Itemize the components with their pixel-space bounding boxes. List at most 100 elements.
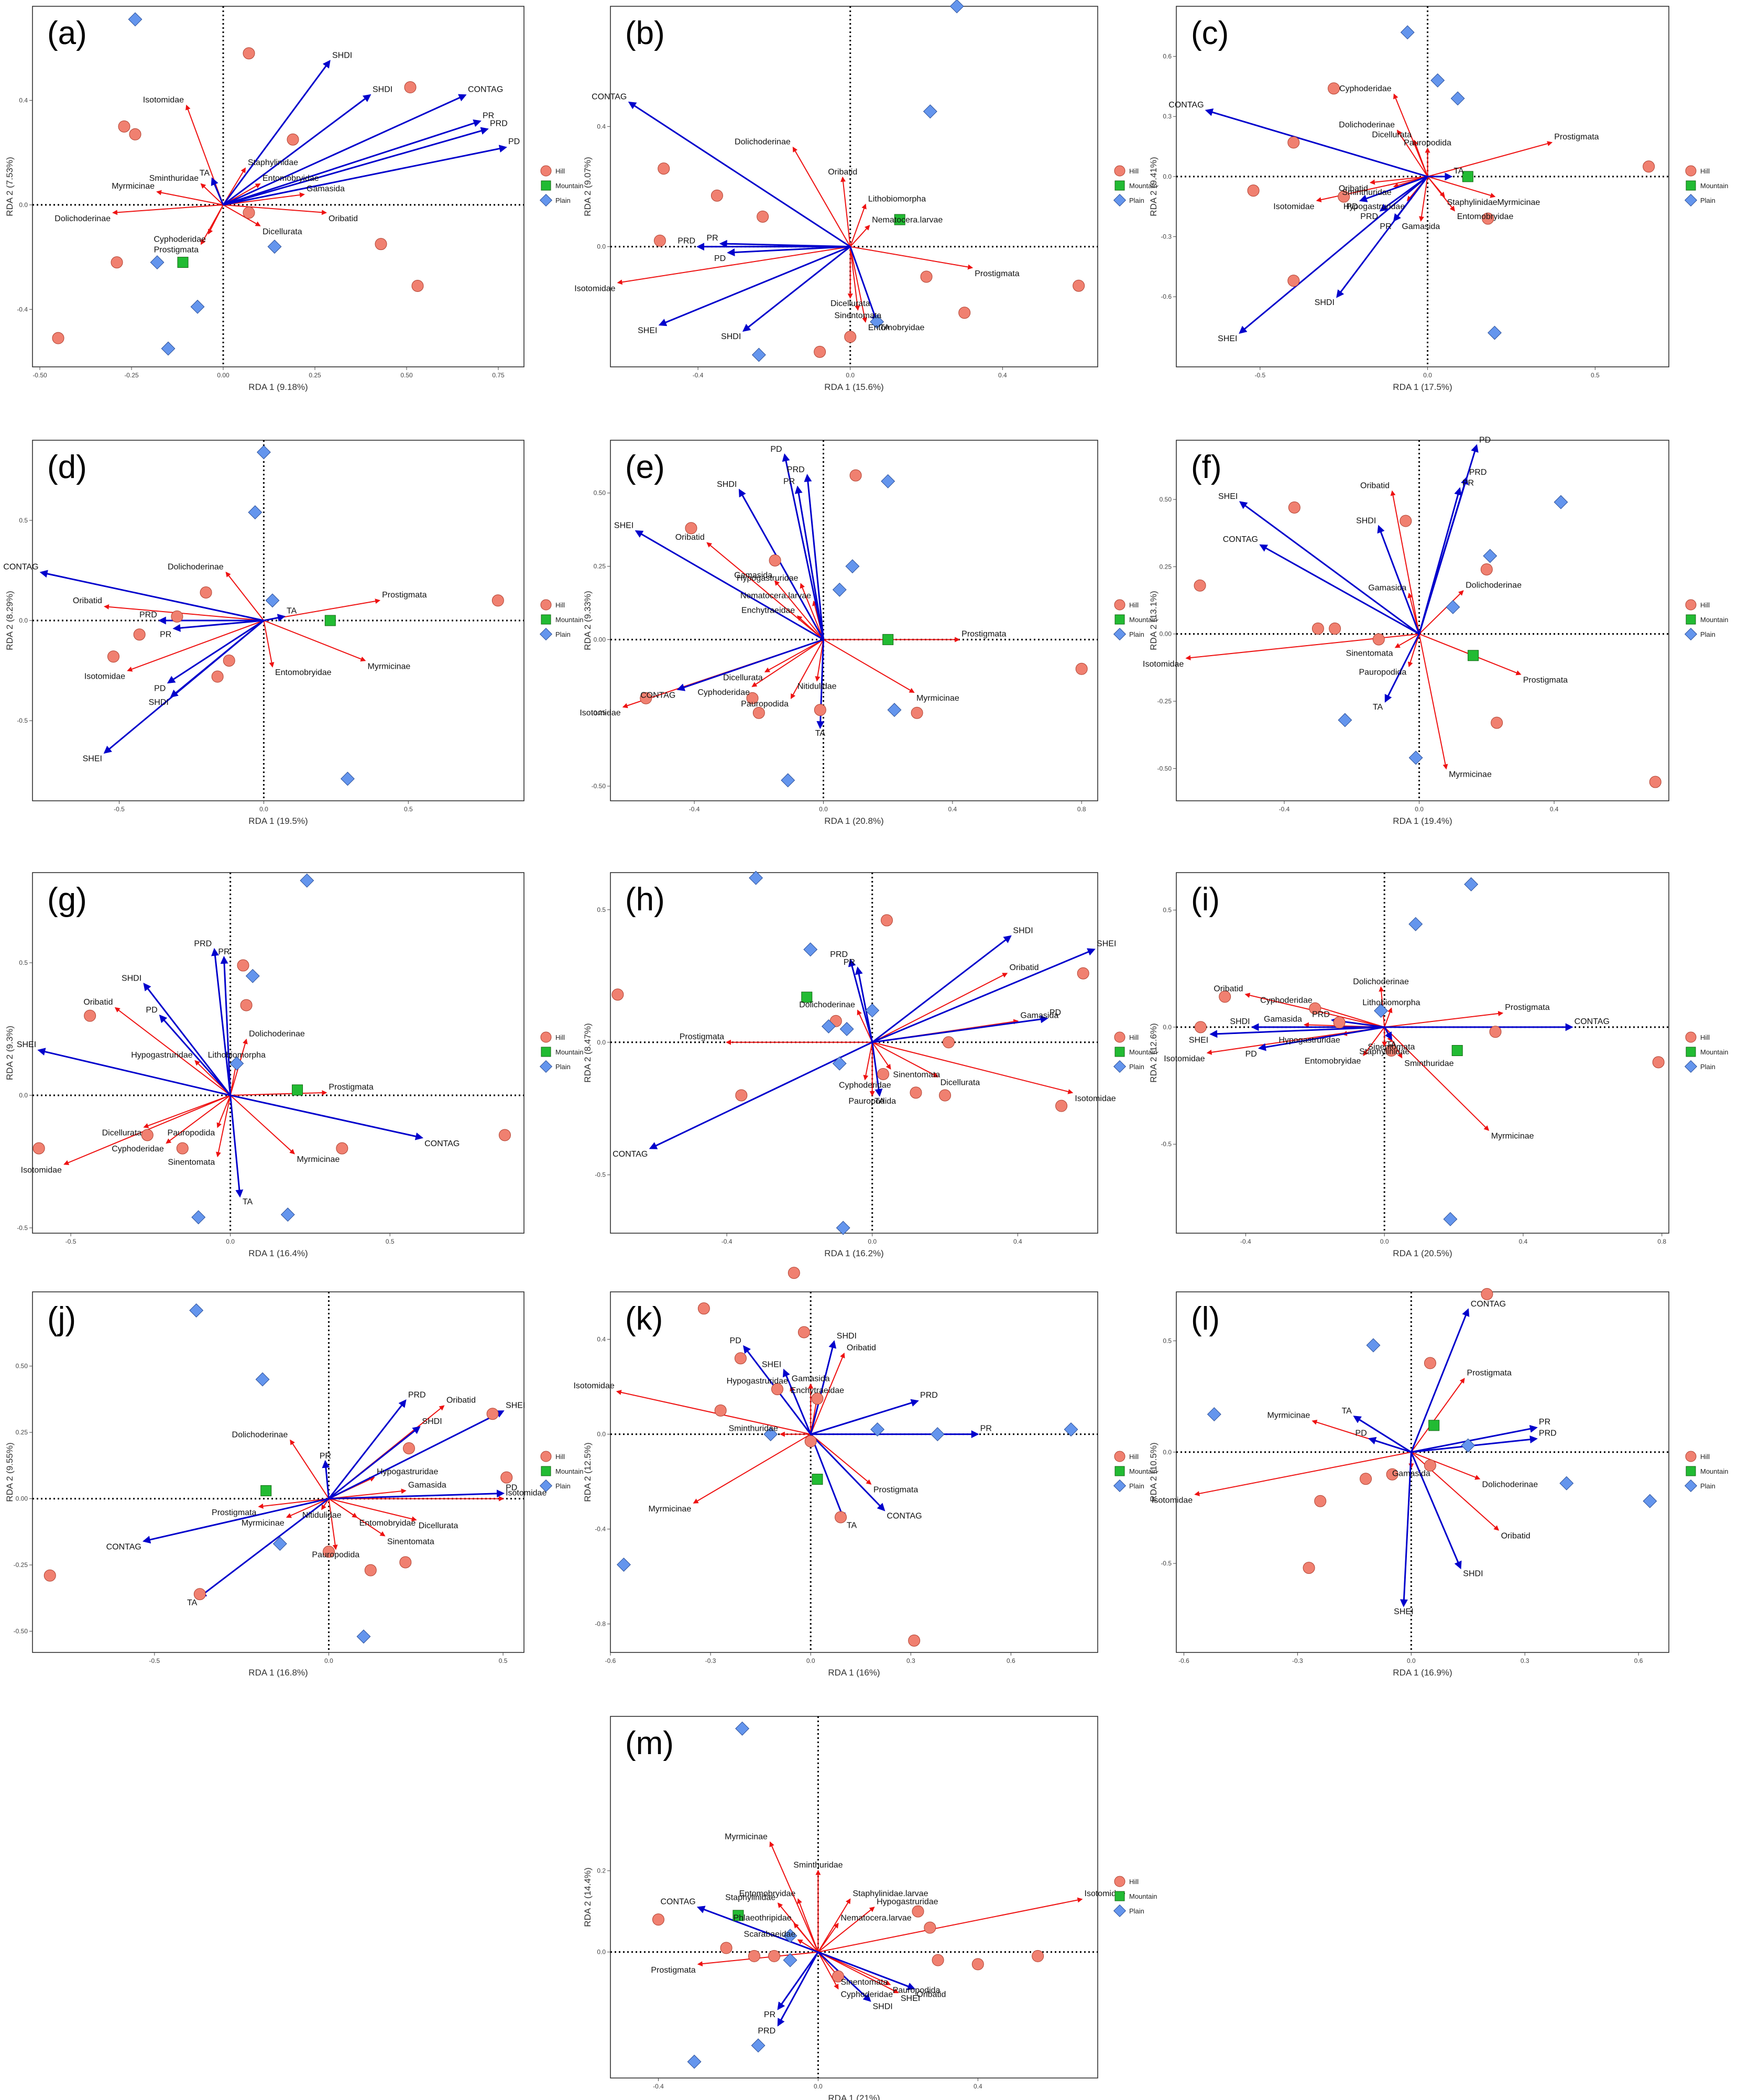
site-point-plain (749, 871, 763, 885)
site-point-plain (839, 1022, 854, 1036)
taxa_vectors-label: Hypogastruridae (1343, 202, 1405, 211)
x-tick-label: 0.5 (386, 1238, 395, 1245)
x-tick-label: -0.6 (605, 1657, 616, 1664)
site-point-mountain (894, 214, 905, 225)
site-point-plain (763, 1427, 778, 1442)
legend-label: Plain (1129, 1063, 1144, 1071)
taxa_vectors-label: Myrmicinae (368, 662, 411, 671)
site-point-plain (1488, 325, 1502, 340)
site-point-hill (1309, 1002, 1321, 1015)
legend-swatch-plain (539, 627, 553, 641)
site-point-hill (1386, 1468, 1398, 1481)
site-point-hill (1424, 1357, 1436, 1369)
env_vectors-label: PD (506, 1483, 517, 1492)
env_vectors-label: SHDI (122, 974, 141, 983)
plot-frame (610, 1716, 1098, 2079)
site-point-hill (697, 1302, 710, 1315)
taxa_vectors-label: Cyphoderidae (154, 235, 206, 244)
taxa-vector-arrow (617, 246, 850, 285)
panel-letter: (d) (47, 449, 87, 485)
site-point-plain (1483, 549, 1497, 563)
env_vectors-label: PD (1245, 1050, 1257, 1059)
env-vector-arrow (738, 488, 824, 640)
x-axis-title: RDA 1 (16.4%) (248, 1248, 308, 1258)
y-tick-label: 0.0 (19, 201, 28, 209)
y-axis-title: RDA 2 (9.07%) (583, 157, 593, 216)
env-vector-arrow (142, 1498, 329, 1544)
legend-swatch-hill (1685, 599, 1697, 611)
site-point-hill (958, 307, 971, 319)
legend-label: Hill (1700, 1033, 1710, 1041)
taxa-vector-arrow (1390, 490, 1420, 634)
panel-letter: (c) (1191, 15, 1229, 51)
taxa-vector-arrow (793, 1922, 819, 1953)
env-vector-arrow (810, 1433, 886, 1511)
taxa_vectors-label: Isotomidae (506, 1489, 546, 1498)
env-vector-arrow (635, 530, 824, 640)
panel-letter: (l) (1191, 1301, 1220, 1337)
site-point-plain (150, 255, 165, 270)
taxa-vector-arrow (849, 246, 860, 311)
y-tick-label: 0.0 (597, 1039, 606, 1046)
legend-label: Hill (1129, 167, 1139, 175)
env-vector-arrow (1410, 1308, 1470, 1453)
taxa_vectors-label: Pauropodida (312, 1551, 359, 1560)
env_vectors-label: PRD (139, 611, 157, 619)
taxa-vector-arrow (1427, 176, 1496, 198)
env-vector-arrow (322, 1460, 330, 1499)
x-tick-label: -0.4 (1240, 1238, 1251, 1245)
legend-label: Plain (1129, 197, 1144, 204)
site-point-mountain (324, 615, 336, 626)
taxa_vectors-label: Myrmicinae (1491, 1131, 1534, 1140)
legend-swatch-hill (540, 599, 552, 611)
legend: Hill Mountain Plain (539, 599, 583, 641)
x-axis-title: RDA 1 (19.5%) (248, 816, 308, 826)
site-point-mountain (1462, 171, 1473, 182)
site-point-hill (322, 1546, 335, 1558)
site-point-hill (640, 692, 652, 704)
taxa_vectors-label: Entomobryidae (275, 668, 332, 677)
env-vector-arrow (1410, 1452, 1462, 1570)
legend-swatch-plain (539, 1479, 553, 1493)
env_vectors-label: SHDI (721, 332, 741, 341)
legend-label: Hill (555, 601, 565, 609)
y-tick-label: -0.5 (1161, 1140, 1172, 1148)
env-vector-arrow (1368, 1437, 1412, 1453)
taxa-vector-arrow (143, 1095, 231, 1128)
legend-label: Hill (1700, 167, 1710, 175)
legend-swatch-mountain (1686, 1047, 1696, 1057)
taxa_vectors-label: Dicellurata (1372, 130, 1412, 139)
site-point-plain (832, 582, 847, 597)
env_vectors-label: PRD (1539, 1429, 1557, 1438)
site-point-plain (735, 1721, 749, 1736)
env_vectors-label: PD (1346, 202, 1358, 211)
taxa_vectors-label: Gamasida (1264, 1015, 1302, 1024)
x-tick-label: 0.0 (259, 806, 268, 813)
env-vector-arrow (1258, 1026, 1385, 1051)
site-point-hill (942, 1036, 955, 1049)
taxa_vectors-label: Prostigmata (329, 1083, 373, 1092)
taxa-vector-arrow (810, 1352, 845, 1434)
legend-label: Hill (555, 1453, 565, 1461)
y-tick-label: -0.25 (592, 709, 606, 716)
env-vector-arrow (810, 1434, 846, 1521)
site-point-hill (652, 1913, 664, 1926)
panel-letter: (a) (47, 15, 87, 51)
legend: Hill Mountain Plain (1113, 1031, 1157, 1073)
env-vector-arrow (223, 94, 371, 206)
site-point-hill (1247, 184, 1260, 197)
site-point-plain (161, 341, 176, 356)
taxa_vectors-label: Hypogastruridae (737, 574, 799, 583)
env_vectors-label: TA (243, 1198, 253, 1206)
taxa-vector-arrow (797, 1898, 819, 1953)
taxa-vector-arrow (1369, 176, 1428, 185)
site-point-mountain (733, 1910, 744, 1921)
taxa_vectors-label: Myrmicinae (725, 1832, 768, 1841)
x-tick-label: -0.4 (653, 2083, 664, 2090)
legend-label: Mountain (1700, 182, 1728, 190)
taxa_vectors-label: Hypogastruridae (727, 1377, 789, 1386)
env_vectors-label: PR (980, 1424, 992, 1433)
env_vectors-label: CONTAG (106, 1543, 141, 1552)
taxa_vectors-label: Prostigmata (1523, 676, 1568, 685)
legend-label: Mountain (1700, 616, 1728, 624)
